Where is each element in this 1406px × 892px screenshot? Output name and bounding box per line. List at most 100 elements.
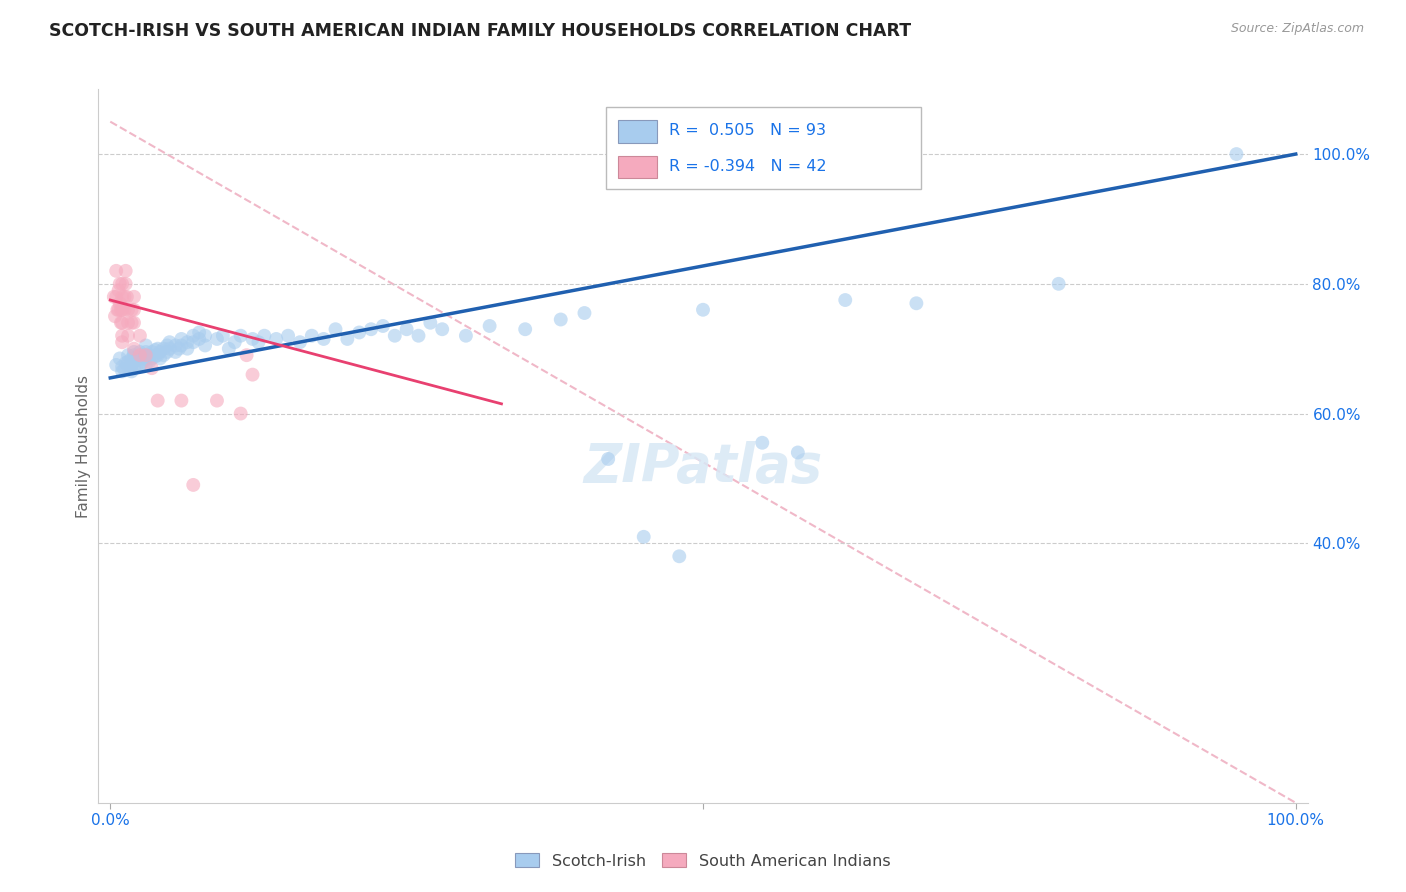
Point	[114, 356, 136, 370]
Point	[141, 345, 163, 359]
Legend: Scotch-Irish, South American Indians: Scotch-Irish, South American Indians	[509, 847, 897, 875]
Point	[111, 316, 134, 330]
Point	[111, 328, 134, 343]
Point	[786, 445, 808, 459]
Point	[143, 350, 166, 364]
Point	[515, 322, 537, 336]
Point	[408, 328, 430, 343]
Point	[277, 328, 299, 343]
Point	[105, 358, 128, 372]
Point	[194, 328, 217, 343]
Point	[122, 342, 145, 356]
Point	[188, 332, 211, 346]
Point	[247, 335, 270, 350]
Point	[229, 407, 252, 421]
Point	[135, 338, 157, 352]
Point	[312, 332, 335, 346]
Point	[181, 478, 204, 492]
Point	[138, 354, 160, 368]
Point	[384, 328, 406, 343]
Point	[751, 435, 773, 450]
Point	[117, 328, 139, 343]
Point	[121, 358, 143, 372]
Point	[105, 264, 128, 278]
Point	[114, 362, 136, 376]
Point	[141, 351, 163, 366]
Point	[419, 316, 441, 330]
Point	[117, 354, 139, 368]
Y-axis label: Family Households: Family Households	[76, 375, 91, 517]
Point	[170, 332, 193, 346]
Point	[129, 351, 152, 366]
Point	[122, 302, 145, 317]
Point	[454, 328, 477, 343]
Point	[108, 277, 131, 291]
Point	[122, 361, 145, 376]
Point	[1047, 277, 1070, 291]
Point	[129, 345, 152, 359]
Point	[141, 361, 163, 376]
Point	[1225, 147, 1247, 161]
Point	[129, 358, 152, 372]
Point	[103, 290, 125, 304]
Point	[301, 328, 323, 343]
Point	[114, 264, 136, 278]
Point	[111, 335, 134, 350]
Point	[111, 277, 134, 291]
Point	[668, 549, 690, 564]
Point	[108, 351, 131, 366]
Point	[152, 342, 174, 356]
Point	[170, 393, 193, 408]
Point	[224, 335, 246, 350]
Point	[194, 338, 217, 352]
Point	[633, 530, 655, 544]
Point	[146, 348, 169, 362]
Point	[108, 296, 131, 310]
Point	[167, 342, 190, 356]
Point	[132, 348, 155, 362]
Point	[229, 328, 252, 343]
Point	[242, 368, 264, 382]
Point	[143, 343, 166, 357]
Point	[176, 342, 198, 356]
Point	[122, 354, 145, 368]
Point	[165, 345, 187, 359]
Point	[188, 326, 211, 340]
Point	[117, 361, 139, 376]
Point	[105, 290, 128, 304]
Point	[288, 335, 311, 350]
Point	[135, 351, 157, 366]
Point	[170, 338, 193, 352]
Point	[129, 328, 152, 343]
Point	[181, 335, 204, 350]
Point	[347, 326, 370, 340]
Point	[107, 283, 129, 297]
Text: Source: ZipAtlas.com: Source: ZipAtlas.com	[1230, 22, 1364, 36]
Point	[253, 328, 276, 343]
Point	[152, 348, 174, 362]
Point	[121, 316, 143, 330]
Point	[122, 348, 145, 362]
Point	[159, 342, 181, 356]
Point	[834, 293, 856, 307]
Point	[149, 345, 172, 359]
Point	[111, 302, 134, 317]
Point	[117, 302, 139, 317]
Point	[117, 316, 139, 330]
Point	[212, 328, 235, 343]
Point	[111, 290, 134, 304]
Point	[478, 318, 501, 333]
Point	[146, 393, 169, 408]
Point	[117, 348, 139, 362]
Point	[574, 306, 596, 320]
Point	[176, 335, 198, 350]
Point	[242, 332, 264, 346]
FancyBboxPatch shape	[619, 120, 657, 143]
Point	[395, 322, 418, 336]
Point	[110, 302, 132, 317]
Point	[371, 318, 394, 333]
Text: R =  0.505   N = 93: R = 0.505 N = 93	[669, 123, 827, 138]
Point	[205, 332, 228, 346]
Point	[905, 296, 928, 310]
Point	[129, 348, 152, 362]
